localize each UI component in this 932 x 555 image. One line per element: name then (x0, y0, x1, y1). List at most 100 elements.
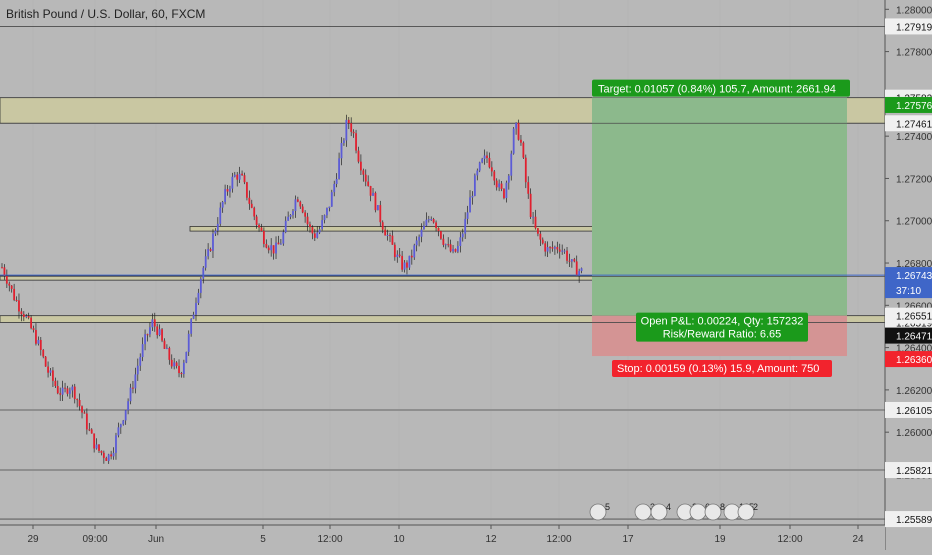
candle-body[interactable] (299, 201, 302, 207)
candle-body[interactable] (180, 373, 183, 375)
candle-body[interactable] (558, 249, 561, 252)
candle-body[interactable] (575, 261, 578, 276)
candle-body[interactable] (425, 219, 428, 226)
candle-body[interactable] (54, 380, 57, 387)
candle-body[interactable] (190, 318, 193, 334)
candle-body[interactable] (226, 189, 229, 192)
countdown-label-bg[interactable] (885, 282, 932, 299)
candle-body[interactable] (401, 255, 404, 270)
candle-body[interactable] (384, 229, 387, 236)
level-price-label-bg[interactable] (885, 115, 932, 132)
candle-body[interactable] (258, 224, 260, 228)
candle-body[interactable] (343, 140, 345, 144)
candle-body[interactable] (568, 260, 571, 262)
candle-body[interactable] (110, 454, 113, 457)
candle-body[interactable] (267, 247, 270, 251)
candle-body[interactable] (39, 339, 42, 350)
candle-body[interactable] (449, 244, 452, 252)
candle-body[interactable] (102, 452, 105, 458)
candle-body[interactable] (447, 244, 450, 246)
candle-body[interactable] (122, 420, 125, 425)
candle-body[interactable] (15, 299, 18, 301)
candle-body[interactable] (270, 245, 273, 251)
candle-body[interactable] (156, 326, 159, 336)
candle-body[interactable] (510, 153, 513, 176)
candle-body[interactable] (398, 254, 401, 256)
candle-body[interactable] (85, 413, 88, 430)
candle-body[interactable] (56, 386, 59, 394)
candle-body[interactable] (192, 314, 195, 319)
level-price-label-bg[interactable] (885, 511, 932, 528)
candle-body[interactable] (168, 348, 171, 360)
candle-body[interactable] (112, 452, 115, 457)
candle-body[interactable] (287, 216, 290, 221)
candle-body[interactable] (117, 427, 120, 436)
candle-body[interactable] (500, 183, 503, 189)
candle-body[interactable] (374, 192, 377, 211)
candle-body[interactable] (170, 359, 173, 367)
candle-body[interactable] (134, 374, 137, 389)
candle-body[interactable] (173, 362, 176, 367)
candle-body[interactable] (81, 406, 83, 413)
candle-body[interactable] (20, 311, 23, 315)
candle-body[interactable] (379, 205, 382, 223)
candle-body[interactable] (42, 349, 45, 357)
candle-body[interactable] (243, 175, 246, 183)
candle-body[interactable] (90, 429, 93, 434)
candle-body[interactable] (139, 357, 142, 366)
candle-body[interactable] (3, 267, 6, 277)
candle-body[interactable] (1, 267, 3, 269)
candle-body[interactable] (178, 365, 180, 374)
candle-body[interactable] (381, 222, 384, 230)
candle-body[interactable] (30, 317, 32, 329)
candle-body[interactable] (534, 216, 537, 229)
candle-body[interactable] (403, 262, 406, 270)
candle-body[interactable] (369, 186, 372, 196)
candle-body[interactable] (406, 262, 408, 268)
candle-body[interactable] (345, 119, 348, 141)
stop-label-bg[interactable] (612, 360, 832, 378)
candle-body[interactable] (78, 399, 81, 407)
candle-body[interactable] (372, 192, 374, 196)
candle-body[interactable] (539, 233, 542, 240)
candle-body[interactable] (360, 161, 362, 171)
candle-body[interactable] (391, 235, 394, 245)
candle-body[interactable] (166, 348, 168, 350)
candle-body[interactable] (432, 219, 435, 223)
candle-body[interactable] (219, 207, 222, 224)
candle-body[interactable] (364, 174, 367, 182)
candle-body[interactable] (328, 206, 331, 209)
candle-body[interactable] (22, 314, 25, 318)
candle-body[interactable] (418, 236, 420, 241)
candle-body[interactable] (498, 183, 501, 188)
candle-body[interactable] (507, 175, 510, 183)
candle-body[interactable] (561, 250, 564, 252)
candle-body[interactable] (476, 170, 479, 176)
event-flag-icon[interactable] (689, 503, 707, 521)
candle-body[interactable] (294, 199, 297, 211)
candle-body[interactable] (27, 316, 30, 318)
candle-body[interactable] (478, 162, 481, 171)
target-zone[interactable] (592, 97, 847, 316)
candle-body[interactable] (5, 276, 8, 284)
candle-body[interactable] (115, 435, 117, 453)
level-price-label-bg[interactable] (885, 462, 932, 479)
candle-body[interactable] (490, 167, 493, 172)
candle-body[interactable] (435, 222, 437, 229)
candle-body[interactable] (541, 239, 544, 244)
candle-body[interactable] (321, 220, 323, 230)
candle-body[interactable] (212, 233, 214, 251)
candle-body[interactable] (71, 386, 74, 391)
candle-body[interactable] (263, 230, 265, 244)
candle-body[interactable] (420, 229, 423, 237)
candle-body[interactable] (563, 250, 566, 252)
candle-body[interactable] (483, 155, 486, 159)
candle-body[interactable] (25, 316, 28, 318)
candle-body[interactable] (471, 195, 474, 198)
candle-body[interactable] (466, 212, 469, 219)
candle-body[interactable] (396, 254, 399, 258)
candle-body[interactable] (35, 329, 37, 344)
candle-body[interactable] (238, 173, 241, 180)
